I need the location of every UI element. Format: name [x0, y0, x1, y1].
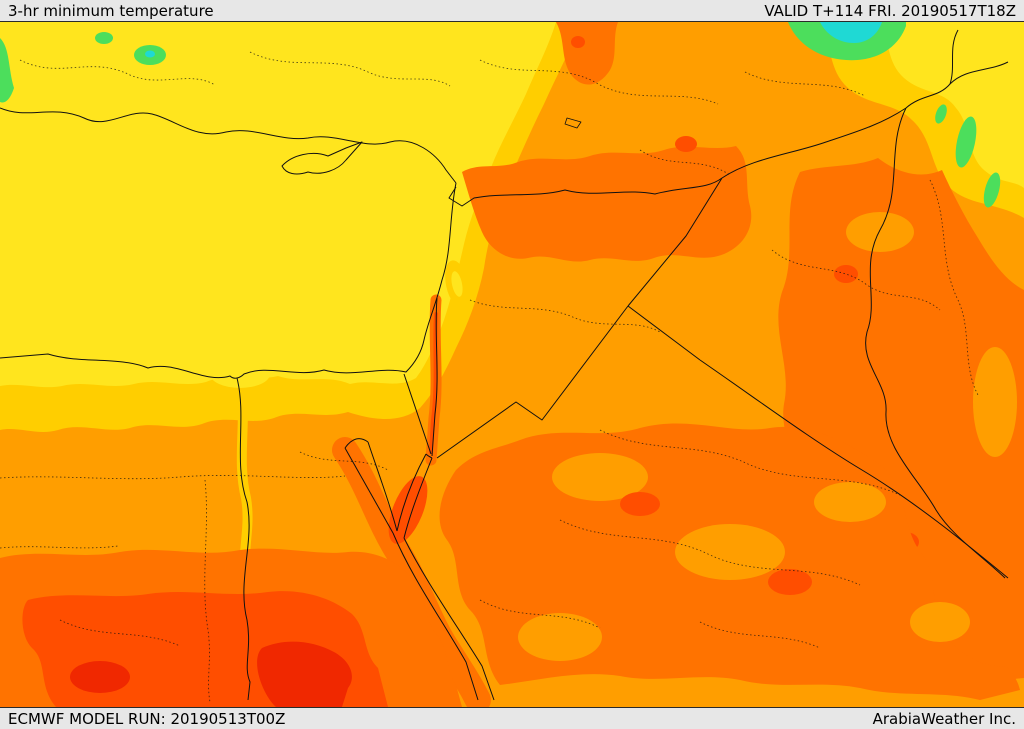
contour-orange-hole-zagros-1 — [846, 212, 914, 252]
sinai-east-coast — [396, 453, 427, 532]
admin-line — [59, 619, 181, 647]
turkey-syria-border — [448, 177, 723, 207]
credit-label: ArabiaWeather Inc. — [872, 709, 1016, 728]
contour-redorange-se-turkey-spot — [571, 36, 585, 48]
header-bar: 3-hr minimum temperature VALID T+114 FRI… — [0, 0, 1024, 22]
jordan-saudi-border — [436, 305, 629, 459]
lake-assad-outline — [564, 117, 582, 129]
page-title: 3-hr minimum temperature — [8, 1, 214, 20]
contour-green-streak-1 — [955, 116, 977, 168]
contour-redorange-jordan-valley — [429, 312, 438, 454]
temperature-map-svg — [0, 22, 1024, 707]
admin-line — [0, 545, 119, 549]
gulf-of-suez-west-coast — [344, 447, 394, 534]
model-run-label: ECMWF MODEL RUN: 20190513T00Z — [8, 709, 286, 728]
contour-orange-hole-zagros-2 — [973, 347, 1017, 457]
caucasus-border — [949, 29, 959, 85]
contour-cyan-anatolia — [145, 50, 155, 58]
admin-line — [299, 451, 389, 471]
contour-orange-hole-south-3 — [814, 482, 886, 522]
contour-gold-nile-valley — [235, 373, 253, 575]
cyprus-outline — [281, 141, 363, 175]
israel-egypt-border — [403, 373, 432, 455]
contour-orange-hole-south-1 — [552, 453, 648, 501]
admin-boundaries-dotted — [0, 51, 979, 703]
contour-cyan-northeast-core — [820, 22, 882, 43]
admin-line — [744, 71, 866, 97]
admin-line — [559, 519, 861, 586]
contour-yellow-nile-delta — [210, 360, 270, 388]
admin-line — [599, 429, 901, 496]
contour-yellow-lebanon — [451, 271, 463, 297]
contour-green-streak-2 — [983, 172, 1001, 208]
turkey-south-coastline — [0, 107, 457, 184]
contour-darkorange-ne-syria — [462, 146, 752, 262]
gulf-of-aqaba-east-coast — [403, 457, 433, 539]
admin-line — [699, 621, 821, 649]
syria-iraq-border — [627, 177, 723, 307]
red-sea-west-coast — [392, 532, 479, 701]
contour-darkorange-se-turkey — [556, 22, 618, 85]
jordan-iraq-border — [627, 305, 701, 361]
contour-redorange-ne-syria-spot — [675, 136, 697, 152]
contour-orange-hole-south-5 — [910, 602, 970, 642]
contour-orange-hole-south-2 — [675, 524, 785, 580]
contour-redorange-zagros-spot-1 — [834, 265, 858, 283]
iraq-iran-border — [865, 107, 1006, 579]
contour-redorange-south-spot-1 — [620, 492, 660, 516]
contour-redorange-south-spot-2 — [768, 569, 812, 595]
red-sea-east-coast — [403, 537, 495, 701]
jordan-river-line — [431, 297, 438, 457]
admin-line — [249, 51, 451, 87]
valid-time-label: VALID T+114 FRI. 20190517T18Z — [764, 1, 1016, 20]
footer-bar: ECMWF MODEL RUN: 20190513T00Z ArabiaWeat… — [0, 707, 1024, 729]
gulf-of-suez-east-coast — [367, 441, 398, 532]
nile-river — [236, 377, 251, 701]
contour-yellow-northeast — [880, 22, 1024, 188]
admin-line — [929, 179, 979, 396]
contour-green-northwest-edge — [0, 38, 14, 103]
contour-red-southwest-core-1 — [257, 641, 352, 707]
contour-green-anatolia-2 — [95, 32, 113, 44]
admin-line — [479, 59, 719, 105]
turkey-iraq-border — [721, 107, 907, 179]
admin-line — [19, 59, 216, 86]
contour-orange-hole-south-4 — [518, 613, 602, 661]
contour-red-southwest-core-2 — [70, 661, 130, 693]
geography-borders — [0, 29, 1009, 701]
gulf-of-suez-head — [344, 438, 369, 449]
gulf-of-aqaba-head — [425, 453, 433, 459]
contour-green-streak-3 — [935, 104, 947, 124]
temperature-map — [0, 22, 1024, 707]
